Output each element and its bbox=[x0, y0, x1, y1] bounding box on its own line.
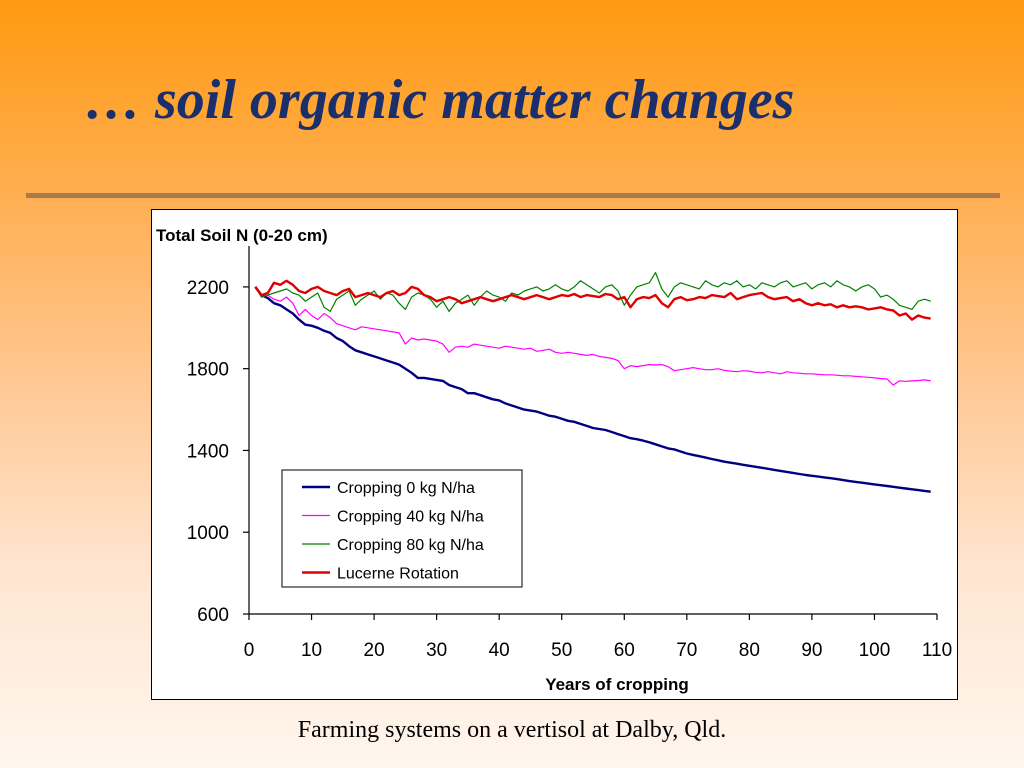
x-tick-label: 70 bbox=[676, 640, 697, 661]
legend: Cropping 0 kg N/ha Cropping 40 kg N/ha Cro… bbox=[281, 469, 523, 588]
y-tick-label: 1800 bbox=[187, 360, 229, 381]
slide-caption: Farming systems on a vertisol at Dalby, … bbox=[297, 717, 727, 743]
y-tick-label: 1000 bbox=[187, 523, 229, 544]
x-tick-label: 0 bbox=[244, 640, 255, 661]
legend-box bbox=[281, 469, 523, 588]
chart-frame: Total Soil N (0-20 cm) Years of cropping… bbox=[151, 209, 958, 700]
legend-label: Cropping 40 kg N/ha bbox=[337, 509, 484, 526]
series-line bbox=[254, 271, 931, 313]
y-tick-label: 2200 bbox=[187, 278, 229, 299]
x-tick-label: 30 bbox=[426, 640, 447, 661]
x-tick-label: 10 bbox=[301, 640, 322, 661]
x-axis-title: Years of cropping bbox=[545, 675, 689, 694]
legend-label: Lucerne Rotation bbox=[337, 566, 459, 583]
x-tick-label: 60 bbox=[614, 640, 635, 661]
legend-label: Cropping 0 kg N/ha bbox=[337, 480, 475, 497]
series-lines bbox=[254, 271, 931, 493]
x-tick-label: 50 bbox=[551, 640, 572, 661]
x-tick-label: 110 bbox=[922, 640, 952, 661]
series-line bbox=[254, 279, 931, 321]
y-tick-label: 1400 bbox=[187, 441, 229, 462]
slide-title: … soil organic matter changes bbox=[85, 69, 795, 131]
y-axis-title: Total Soil N (0-20 cm) bbox=[156, 226, 328, 245]
series-line bbox=[254, 286, 931, 493]
x-tick-label: 20 bbox=[364, 640, 385, 661]
x-tick-label: 40 bbox=[489, 640, 510, 661]
x-tick-label: 100 bbox=[859, 640, 891, 661]
x-tick-label: 80 bbox=[739, 640, 760, 661]
series-line bbox=[254, 286, 931, 386]
title-divider bbox=[26, 193, 1000, 198]
axes: 600 1000 1400 1800 2200 0 10 20 30 40 50 60 70 80 90 10… bbox=[187, 246, 952, 661]
legend-label: Cropping 80 kg N/ha bbox=[337, 537, 484, 554]
soil-n-line-chart: Total Soil N (0-20 cm) Years of cropping… bbox=[156, 226, 952, 694]
y-tick-label: 600 bbox=[197, 605, 229, 626]
x-tick-label: 90 bbox=[801, 640, 822, 661]
